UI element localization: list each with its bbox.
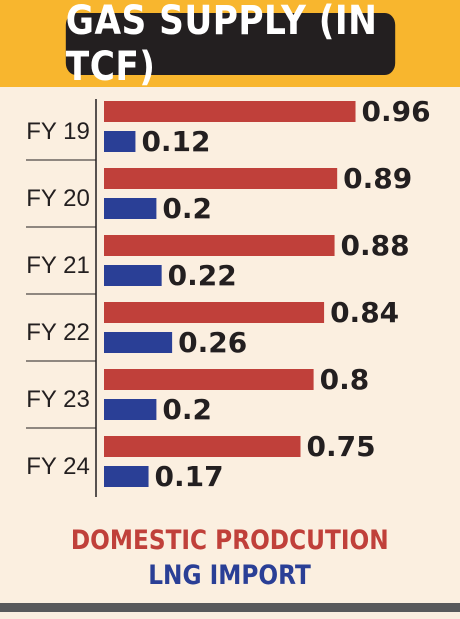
legend-domestic-label: DOMESTIC PRODCUTION (71, 525, 389, 556)
domestic-production-value-label: 0.75 (307, 430, 376, 463)
domestic-production-bar (104, 168, 338, 189)
lng-import-bar (104, 466, 149, 487)
domestic-production-value-label: 0.89 (343, 162, 412, 195)
lng-import-value-label: 0.26 (178, 326, 247, 359)
category-label: FY 20 (26, 185, 90, 212)
legend-domestic-production: DOMESTIC PRODCUTION (0, 525, 460, 556)
lng-import-bar (104, 198, 157, 219)
lng-import-bar (104, 131, 136, 152)
chart-header: GAS SUPPLY (IN TCF) (0, 0, 460, 90)
lng-import-bar (104, 332, 173, 353)
lng-import-value-label: 0.12 (141, 125, 210, 158)
domestic-production-bar (104, 101, 356, 122)
lng-import-value-label: 0.22 (168, 259, 237, 292)
category-label: FY 21 (26, 252, 90, 279)
category-label: FY 23 (26, 386, 90, 413)
lng-import-bar (104, 399, 157, 420)
domestic-production-bar (104, 302, 325, 323)
chart-title: GAS SUPPLY (IN TCF) (65, 0, 395, 90)
bar-chart: FY 19 0.96 0.12 FY 20 0.89 0.2 FY 21 0.88 0.22 FY… (26, 95, 431, 497)
lng-import-value-label: 0.2 (162, 393, 212, 426)
legend-lng-label: LNG IMPORT (148, 560, 312, 591)
domestic-production-value-label: 0.88 (341, 229, 410, 262)
legend-lng-import: LNG IMPORT (0, 560, 460, 591)
domestic-production-value-label: 0.84 (330, 296, 399, 329)
category-label: FY 24 (26, 453, 90, 480)
domestic-production-bar (104, 235, 335, 256)
footer-divider (0, 603, 460, 612)
lng-import-value-label: 0.17 (155, 460, 224, 493)
lng-import-value-label: 0.2 (162, 192, 212, 225)
category-label: FY 22 (26, 319, 90, 346)
domestic-production-value-label: 0.96 (362, 95, 431, 128)
domestic-production-bar (104, 436, 301, 457)
lng-import-bar (104, 265, 162, 286)
domestic-production-bar (104, 369, 314, 390)
domestic-production-value-label: 0.8 (320, 363, 370, 396)
category-label: FY 19 (26, 118, 90, 145)
